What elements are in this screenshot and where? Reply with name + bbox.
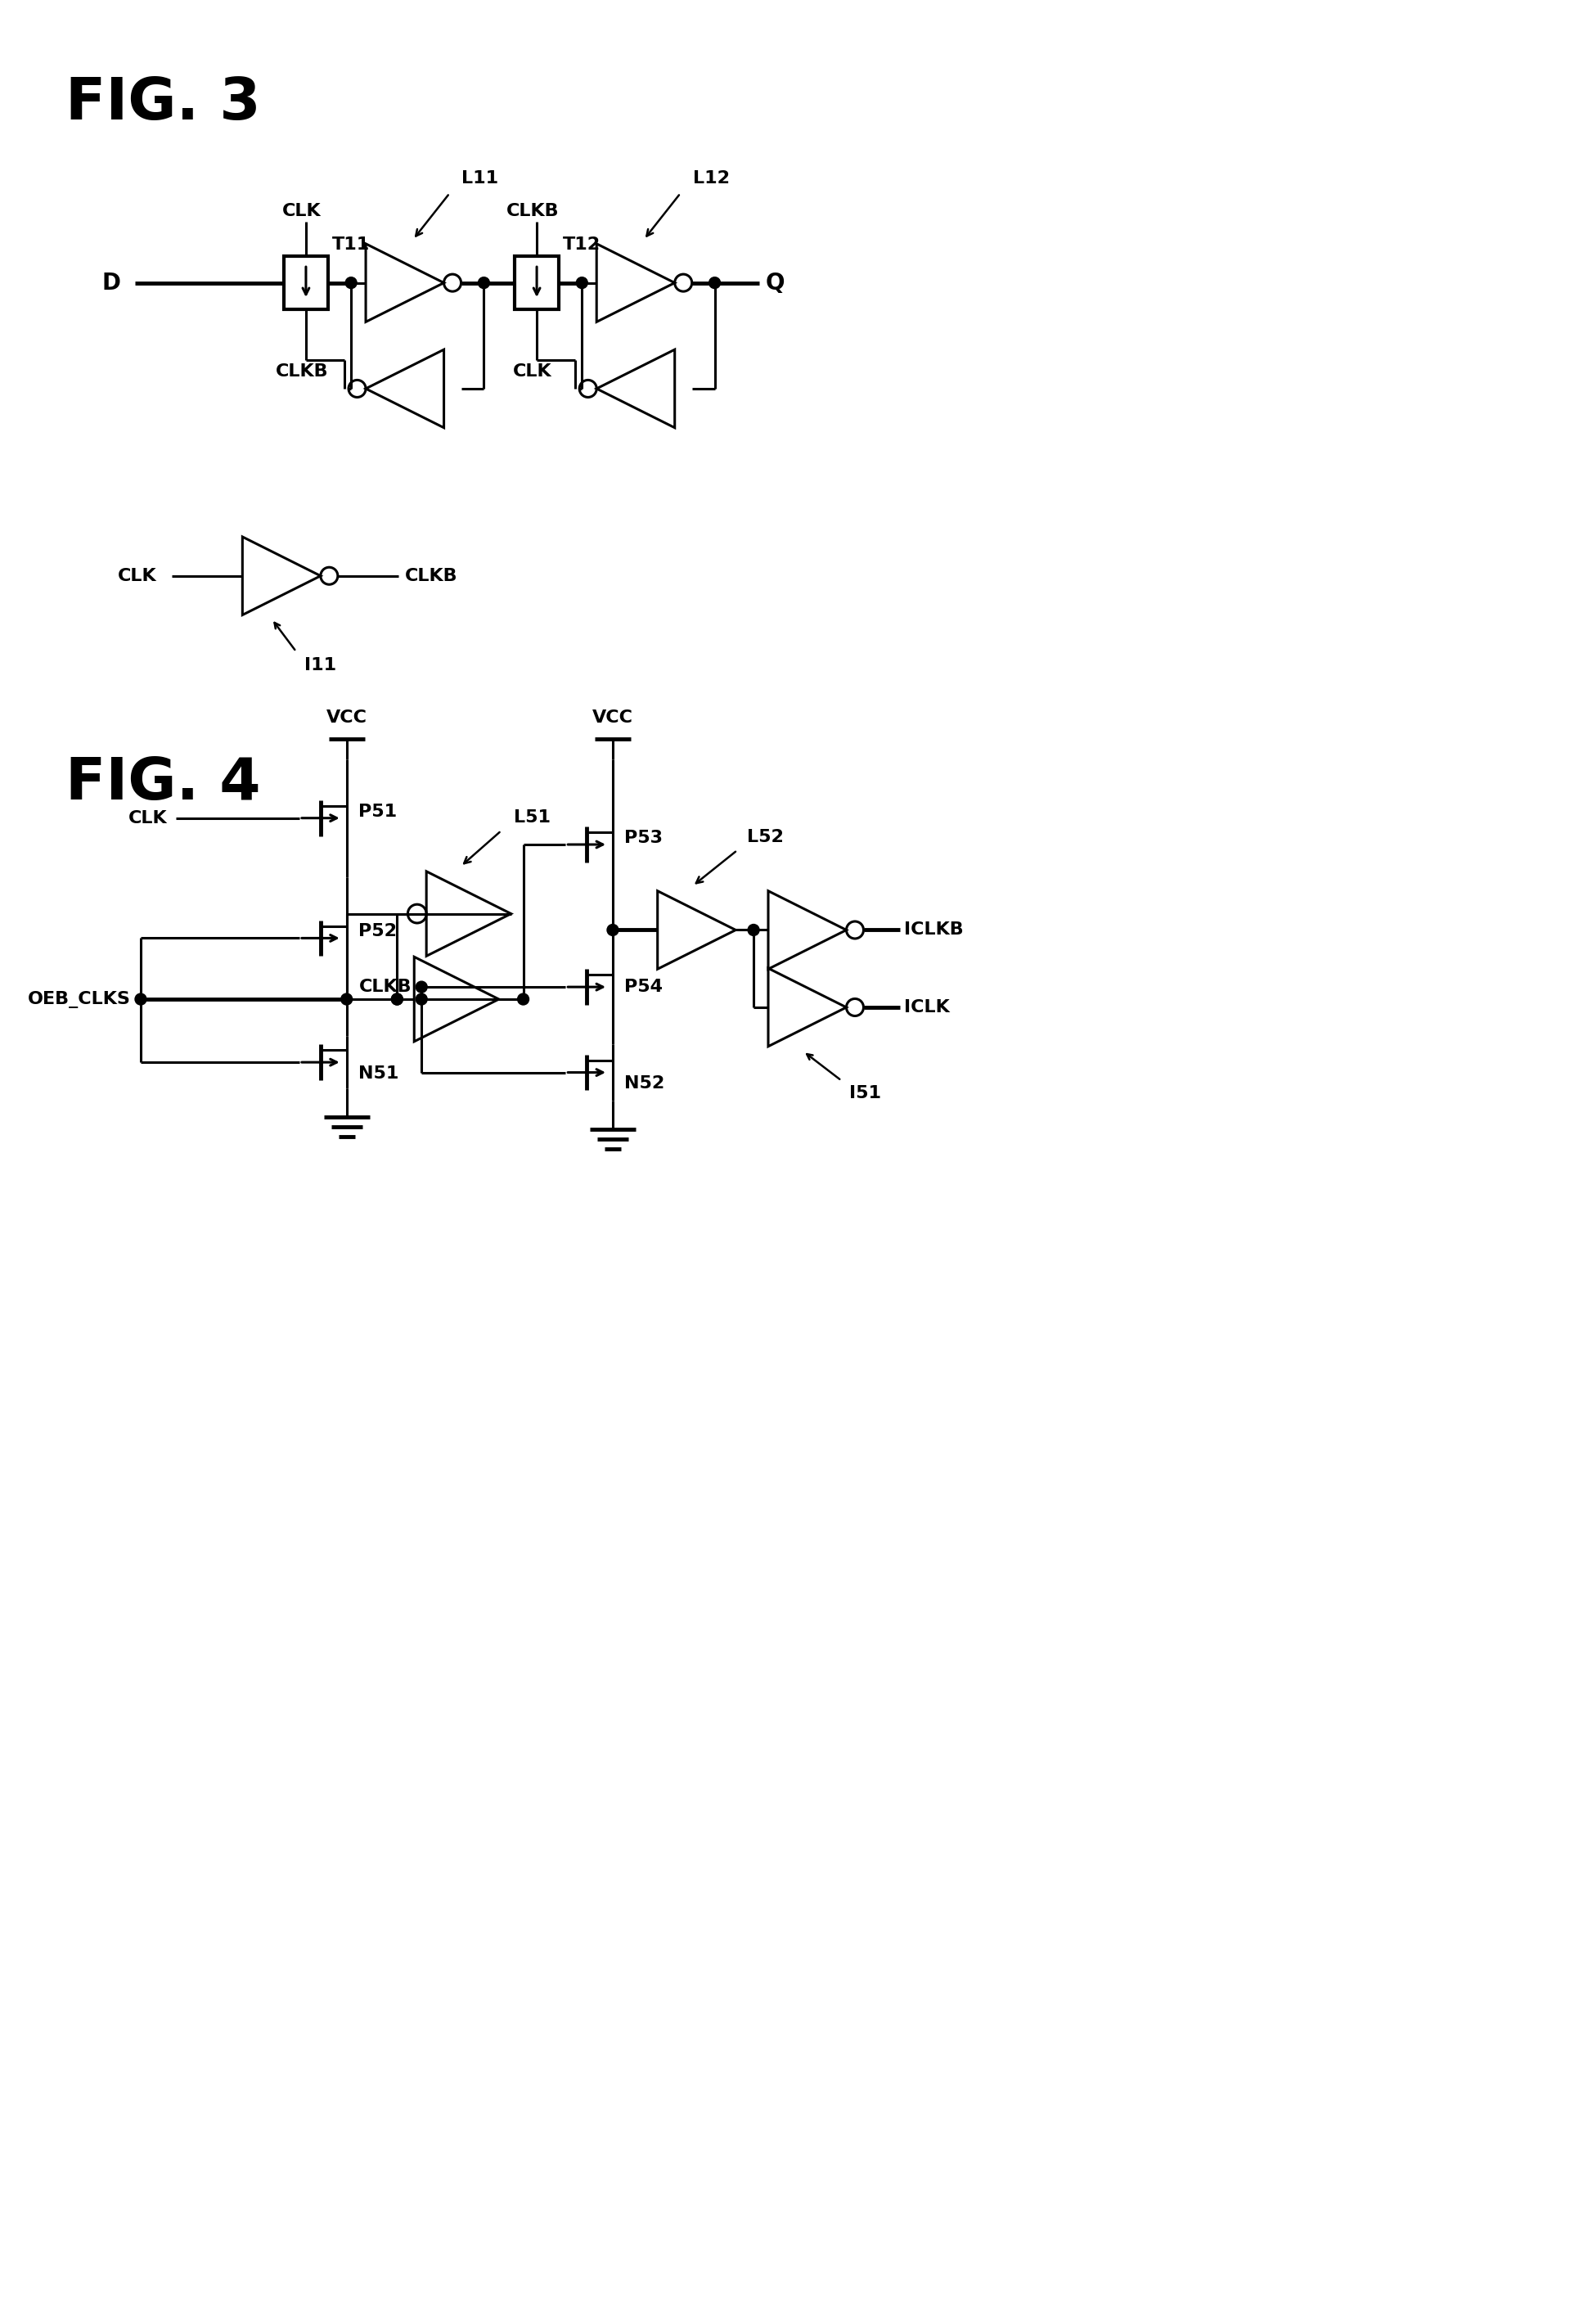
- Text: I11: I11: [305, 658, 336, 674]
- Circle shape: [576, 277, 587, 288]
- Text: N52: N52: [624, 1076, 665, 1092]
- Text: CLKB: CLKB: [358, 978, 412, 995]
- Circle shape: [415, 992, 426, 1004]
- Text: CLKB: CLKB: [505, 202, 559, 218]
- Circle shape: [134, 992, 147, 1004]
- Bar: [283, 256, 328, 309]
- Circle shape: [341, 992, 352, 1004]
- Circle shape: [518, 992, 529, 1004]
- Text: VCC: VCC: [325, 709, 366, 725]
- Circle shape: [346, 277, 357, 288]
- Text: CLK: CLK: [283, 202, 321, 218]
- Text: VCC: VCC: [592, 709, 633, 725]
- Text: CLK: CLK: [513, 363, 553, 379]
- Text: L52: L52: [747, 830, 783, 846]
- Text: P53: P53: [624, 830, 662, 846]
- Text: FIG. 3: FIG. 3: [66, 74, 261, 132]
- Text: ICLKB: ICLKB: [903, 923, 963, 939]
- Text: P54: P54: [624, 978, 662, 995]
- Text: FIG. 4: FIG. 4: [66, 755, 261, 811]
- Text: D: D: [101, 272, 120, 295]
- Bar: [515, 256, 559, 309]
- Text: T11: T11: [332, 237, 369, 253]
- Text: L11: L11: [461, 170, 499, 186]
- Text: ICLK: ICLK: [903, 999, 949, 1016]
- Circle shape: [709, 277, 720, 288]
- Text: Q: Q: [764, 272, 785, 295]
- Text: CLKB: CLKB: [404, 567, 458, 583]
- Circle shape: [478, 277, 489, 288]
- Text: L12: L12: [692, 170, 729, 186]
- Text: P51: P51: [358, 804, 396, 820]
- Text: L51: L51: [513, 809, 549, 825]
- Text: CLK: CLK: [128, 809, 167, 827]
- Circle shape: [415, 981, 426, 992]
- Text: T12: T12: [562, 237, 600, 253]
- Circle shape: [392, 992, 403, 1004]
- Text: OEB_CLKS: OEB_CLKS: [28, 990, 131, 1009]
- Text: P52: P52: [358, 923, 396, 939]
- Text: CLKB: CLKB: [275, 363, 328, 379]
- Text: N51: N51: [358, 1064, 398, 1083]
- Text: CLK: CLK: [118, 567, 156, 583]
- Circle shape: [392, 992, 403, 1004]
- Text: I51: I51: [850, 1085, 881, 1102]
- Circle shape: [606, 925, 617, 937]
- Circle shape: [747, 925, 759, 937]
